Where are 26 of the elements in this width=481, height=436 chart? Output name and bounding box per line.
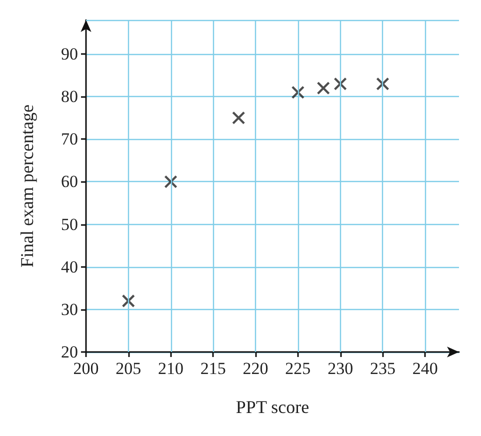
point: [376, 77, 390, 90]
x-tick-label: 200: [73, 359, 99, 378]
x-tick-label: 215: [200, 359, 226, 378]
x-axis-title: PPT score: [236, 397, 310, 417]
point: [316, 82, 330, 95]
x-tick-label: 240: [412, 359, 438, 378]
y-tick-label: 30: [61, 300, 78, 319]
x-tick-label: 205: [116, 359, 142, 378]
y-axis-title: Final exam percentage: [17, 104, 37, 268]
y-tick-label: 70: [61, 130, 78, 149]
point: [122, 294, 135, 308]
x-tick-label: 225: [285, 359, 311, 378]
y-tick-label: 40: [61, 257, 78, 276]
x-tick-label: 220: [242, 359, 268, 378]
y-tick-label: 60: [61, 172, 78, 192]
x-tick-label: 230: [328, 359, 354, 378]
y-tick-label: 90: [61, 44, 78, 64]
x-tick-label: 210: [158, 359, 184, 378]
point: [164, 175, 178, 188]
point: [232, 111, 246, 124]
x-tick-label: 235: [370, 359, 396, 378]
point: [334, 77, 347, 90]
y-tick-label: 50: [61, 214, 78, 234]
y-tick-label: 20: [61, 342, 78, 362]
y-tick-label: 80: [61, 87, 78, 106]
point: [291, 86, 305, 99]
